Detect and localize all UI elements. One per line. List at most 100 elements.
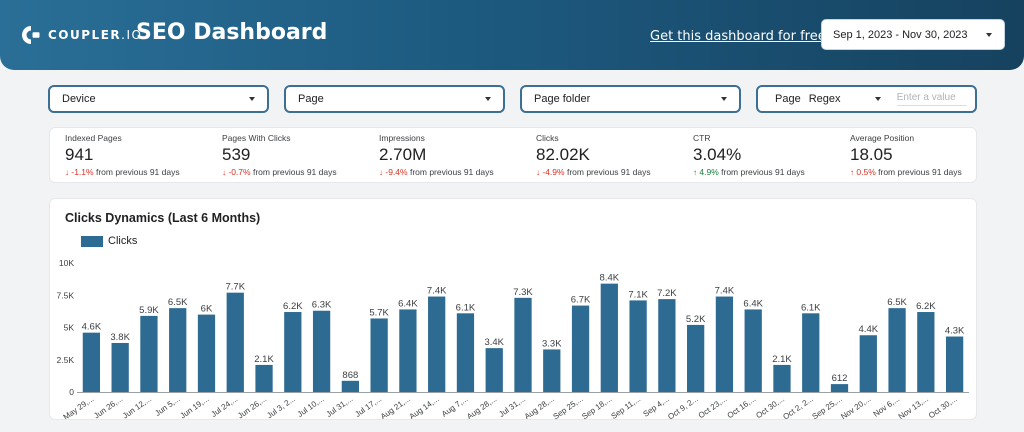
page-filter-label: Page	[298, 93, 324, 105]
data-label: 6.2K	[283, 301, 303, 312]
x-tick-label: Jul 10,...	[296, 394, 326, 419]
chart-title: Clicks Dynamics (Last 6 Months)	[65, 211, 261, 225]
chevron-down-icon	[986, 33, 992, 37]
page-folder-filter[interactable]: Page folder	[520, 85, 741, 113]
kpi-change: ↓ -4.9% from previous 91 days	[536, 167, 651, 177]
data-label: 8.4K	[600, 273, 620, 284]
data-label: 4.6K	[82, 322, 102, 333]
coupler-logo-icon	[22, 26, 40, 44]
x-tick-label: Oct 2, 2...	[781, 394, 815, 420]
arrow-down-icon: ↓	[65, 168, 69, 177]
data-label: 6K	[201, 304, 213, 315]
bar	[284, 312, 302, 392]
kpi-value: 82.02K	[536, 145, 590, 164]
device-filter[interactable]: Device	[48, 85, 269, 113]
bar	[399, 309, 417, 392]
kpi-label: Average Position	[850, 133, 915, 143]
logo-text: COUPLER.IO	[48, 28, 143, 42]
page-filter[interactable]: Page	[284, 85, 505, 113]
bar	[600, 283, 618, 392]
x-tick-label: Jun 5,...	[153, 394, 181, 418]
chart-legend[interactable]: Clicks	[81, 235, 137, 247]
x-tick-label: Oct 30,...	[754, 394, 786, 420]
kpi-label: Clicks	[536, 133, 559, 143]
regex-value-input[interactable]	[896, 92, 967, 106]
kpi-value: 2.70M	[379, 145, 427, 164]
get-dashboard-link[interactable]: Get this dashboard for free	[650, 29, 826, 44]
kpi-change: ↑ 4.9% from previous 91 days	[693, 167, 805, 177]
bar	[658, 299, 676, 392]
dashboard-header: COUPLER.IO SEO Dashboard Get this dashbo…	[0, 0, 1024, 70]
x-tick-label: Aug 28,...	[523, 394, 556, 420]
bar	[485, 348, 503, 392]
data-label: 5.2K	[686, 314, 706, 325]
clicks-bar-chart: 0 2.5K 5K 7.5K 10K 4.6K May 29,... 3.8K Jun 26,.…	[57, 258, 969, 420]
bar	[744, 309, 762, 392]
y-tick-label: 0	[69, 387, 74, 397]
kpi-indexed-pages: Indexed Pages 941 ↓ -1.1% from previous …	[65, 133, 180, 177]
bar	[255, 364, 273, 392]
data-label: 2.1K	[772, 354, 792, 365]
x-tick-label: Jun 12,...	[121, 394, 153, 420]
x-tick-label: May 29,...	[62, 394, 96, 420]
x-tick-label: Aug 28,...	[465, 394, 498, 420]
page-regex-filter: Page Regex	[756, 85, 977, 113]
x-tick-label: Oct 16,...	[726, 394, 758, 420]
bar	[370, 318, 388, 392]
bar	[226, 292, 244, 392]
x-tick-label: Jun 26,...	[236, 394, 268, 420]
x-tick-label: Jul 31,...	[325, 394, 355, 419]
kpi-label: Impressions	[379, 133, 425, 143]
arrow-up-icon: ↑	[850, 168, 854, 177]
bar	[197, 314, 216, 392]
x-tick-label: Jun 19,...	[179, 394, 211, 420]
data-label: 6.4K	[398, 298, 418, 309]
kpi-ctr: CTR 3.04% ↑ 4.9% from previous 91 days	[693, 133, 805, 177]
data-label: 7.4K	[715, 286, 735, 297]
x-tick-label: Jul 24,...	[209, 394, 239, 419]
bar	[773, 364, 791, 392]
arrow-up-icon: ↑	[693, 168, 697, 177]
bar	[543, 349, 561, 392]
kpi-change: ↓ -0.7% from previous 91 days	[222, 167, 337, 177]
data-label: 868	[342, 370, 358, 381]
bar	[917, 312, 935, 392]
data-label: 4.4K	[859, 324, 879, 335]
data-label: 6.5K	[168, 297, 188, 308]
y-tick-label: 10K	[59, 258, 74, 268]
bar	[341, 380, 359, 392]
kpi-average-position: Average Position 18.05 ↑ 0.5% from previ…	[850, 133, 962, 177]
data-label: 6.7K	[571, 295, 591, 306]
coupler-logo[interactable]: COUPLER.IO	[20, 24, 142, 46]
data-label: 6.1K	[456, 302, 476, 313]
bar	[715, 296, 734, 392]
bar	[111, 342, 129, 392]
data-label: 7.1K	[628, 289, 648, 300]
bar	[687, 324, 705, 392]
bar	[859, 335, 877, 392]
kpi-label: Indexed Pages	[65, 133, 122, 143]
kpi-scorecards: Indexed Pages 941 ↓ -1.1% from previous …	[49, 127, 977, 183]
arrow-down-icon: ↓	[536, 168, 540, 177]
bar	[169, 308, 187, 392]
device-filter-label: Device	[62, 93, 96, 105]
data-label: 3.3K	[542, 338, 562, 349]
data-label: 2.1K	[254, 354, 274, 365]
data-label: 612	[832, 373, 848, 384]
arrow-down-icon: ↓	[379, 168, 383, 177]
regex-mode-select[interactable]: Regex	[809, 93, 885, 105]
kpi-label: Pages With Clicks	[222, 133, 291, 143]
bar	[82, 332, 101, 392]
bar	[945, 336, 964, 392]
date-range-picker[interactable]: Sep 1, 2023 - Nov 30, 2023	[821, 19, 1005, 50]
bar	[571, 305, 590, 392]
x-tick-label: Oct 30,...	[927, 394, 959, 420]
bar	[830, 384, 849, 392]
page-folder-filter-label: Page folder	[534, 93, 591, 105]
x-tick-label: Sep 18,...	[580, 394, 613, 420]
y-tick-label: 5K	[64, 323, 75, 333]
x-tick-label: Sep 25,...	[551, 394, 584, 420]
bar	[428, 296, 446, 392]
x-tick-label: Sep 25,...	[810, 394, 843, 420]
data-label: 5.7K	[369, 307, 389, 318]
